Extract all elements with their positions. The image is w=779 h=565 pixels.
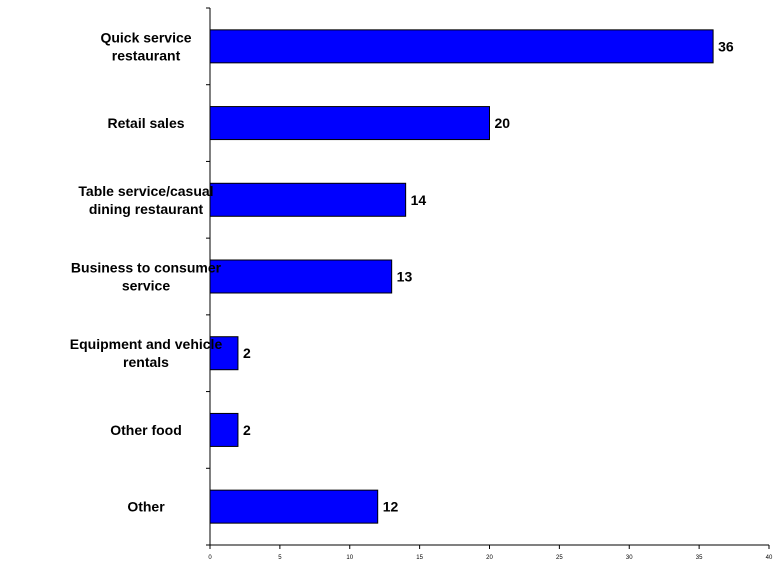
x-tick-label: 40 — [766, 555, 773, 561]
data-label: 2 — [243, 422, 251, 438]
category-label: dining restaurant — [89, 201, 204, 217]
x-tick-label: 30 — [626, 555, 633, 561]
category-label: Retail sales — [107, 115, 184, 131]
x-tick-label: 25 — [556, 555, 563, 561]
bar — [209, 412, 239, 447]
data-label: 36 — [718, 38, 734, 54]
data-label: 20 — [495, 115, 511, 131]
bar — [209, 259, 393, 294]
x-tick-label: 0 — [208, 555, 212, 561]
data-label: 12 — [383, 499, 399, 515]
category-label: Quick service — [100, 29, 191, 45]
x-tick-label: 10 — [346, 555, 353, 561]
x-tick-label: 15 — [416, 555, 423, 561]
bar — [209, 182, 407, 217]
bar — [209, 489, 379, 524]
category-label: Equipment and vehicle — [70, 336, 223, 352]
category-label: rentals — [123, 354, 169, 370]
category-label: Other — [127, 499, 165, 515]
category-label: Business to consumer — [71, 260, 222, 276]
category-label: service — [122, 278, 170, 294]
category-label: Table service/casual — [78, 183, 213, 199]
bars-group — [209, 29, 714, 524]
bar — [209, 29, 714, 64]
data-label: 14 — [411, 192, 427, 208]
ticks: 0 5 10 15 20 25 30 35 40 — [206, 7, 773, 561]
x-tick-label: 5 — [278, 555, 282, 561]
data-label: 2 — [243, 345, 251, 361]
category-label: restaurant — [112, 47, 181, 63]
x-tick-label: 35 — [696, 555, 703, 561]
x-tick-label: 20 — [486, 555, 493, 561]
category-label: Other food — [110, 422, 182, 438]
category-labels: Quick service restaurant Retail sales Table… — [70, 29, 223, 514]
data-label: 13 — [397, 269, 413, 285]
value-labels: 36 20 14 13 2 2 12 — [243, 38, 734, 514]
bar — [209, 106, 490, 141]
